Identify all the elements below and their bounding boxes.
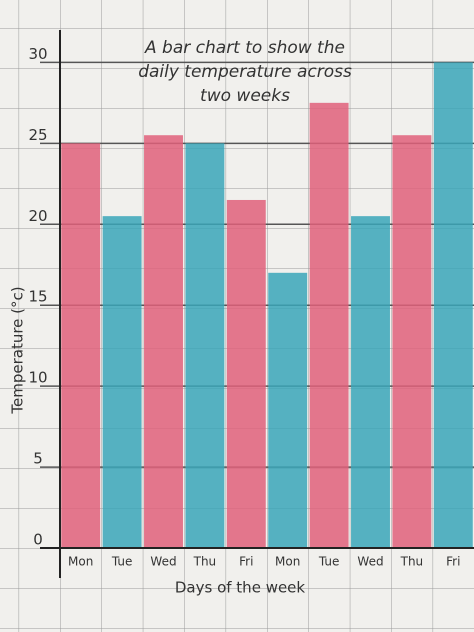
bar: [226, 199, 266, 548]
x-tick-label: Tue: [318, 555, 340, 569]
y-tick-label: 30: [28, 45, 47, 63]
y-tick-label: 25: [28, 126, 47, 144]
y-tick-label: 20: [28, 207, 47, 225]
x-tick-label: Fri: [446, 555, 460, 569]
x-tick-label: Mon: [275, 555, 300, 569]
bar: [268, 272, 308, 548]
x-tick-label: Tue: [111, 555, 133, 569]
x-tick-label: Thu: [400, 555, 424, 569]
bar: [144, 135, 183, 548]
bar: [392, 135, 432, 548]
y-tick-label: 10: [28, 369, 47, 387]
y-tick-label: 0: [33, 531, 43, 549]
bar: [309, 102, 349, 548]
bar: [433, 62, 473, 548]
y-tick-label: 15: [28, 288, 47, 306]
y-axis-label: Temperature (°c): [9, 286, 27, 414]
x-tick-label: Wed: [357, 555, 383, 569]
chart-title: two weeks: [200, 86, 290, 106]
bar: [351, 216, 390, 548]
chart-title: daily temperature across: [138, 62, 352, 82]
x-tick-label: Thu: [193, 555, 217, 569]
x-tick-label: Wed: [150, 555, 176, 569]
chart-title: A bar chart to show the: [144, 38, 345, 58]
bar: [102, 216, 142, 548]
x-tick-label: Mon: [68, 555, 93, 569]
y-tick-label: 5: [33, 450, 43, 468]
x-tick-label: Fri: [239, 555, 253, 569]
x-axis-label: Days of the week: [175, 579, 306, 597]
bar: [61, 143, 101, 548]
bar: [185, 143, 225, 548]
